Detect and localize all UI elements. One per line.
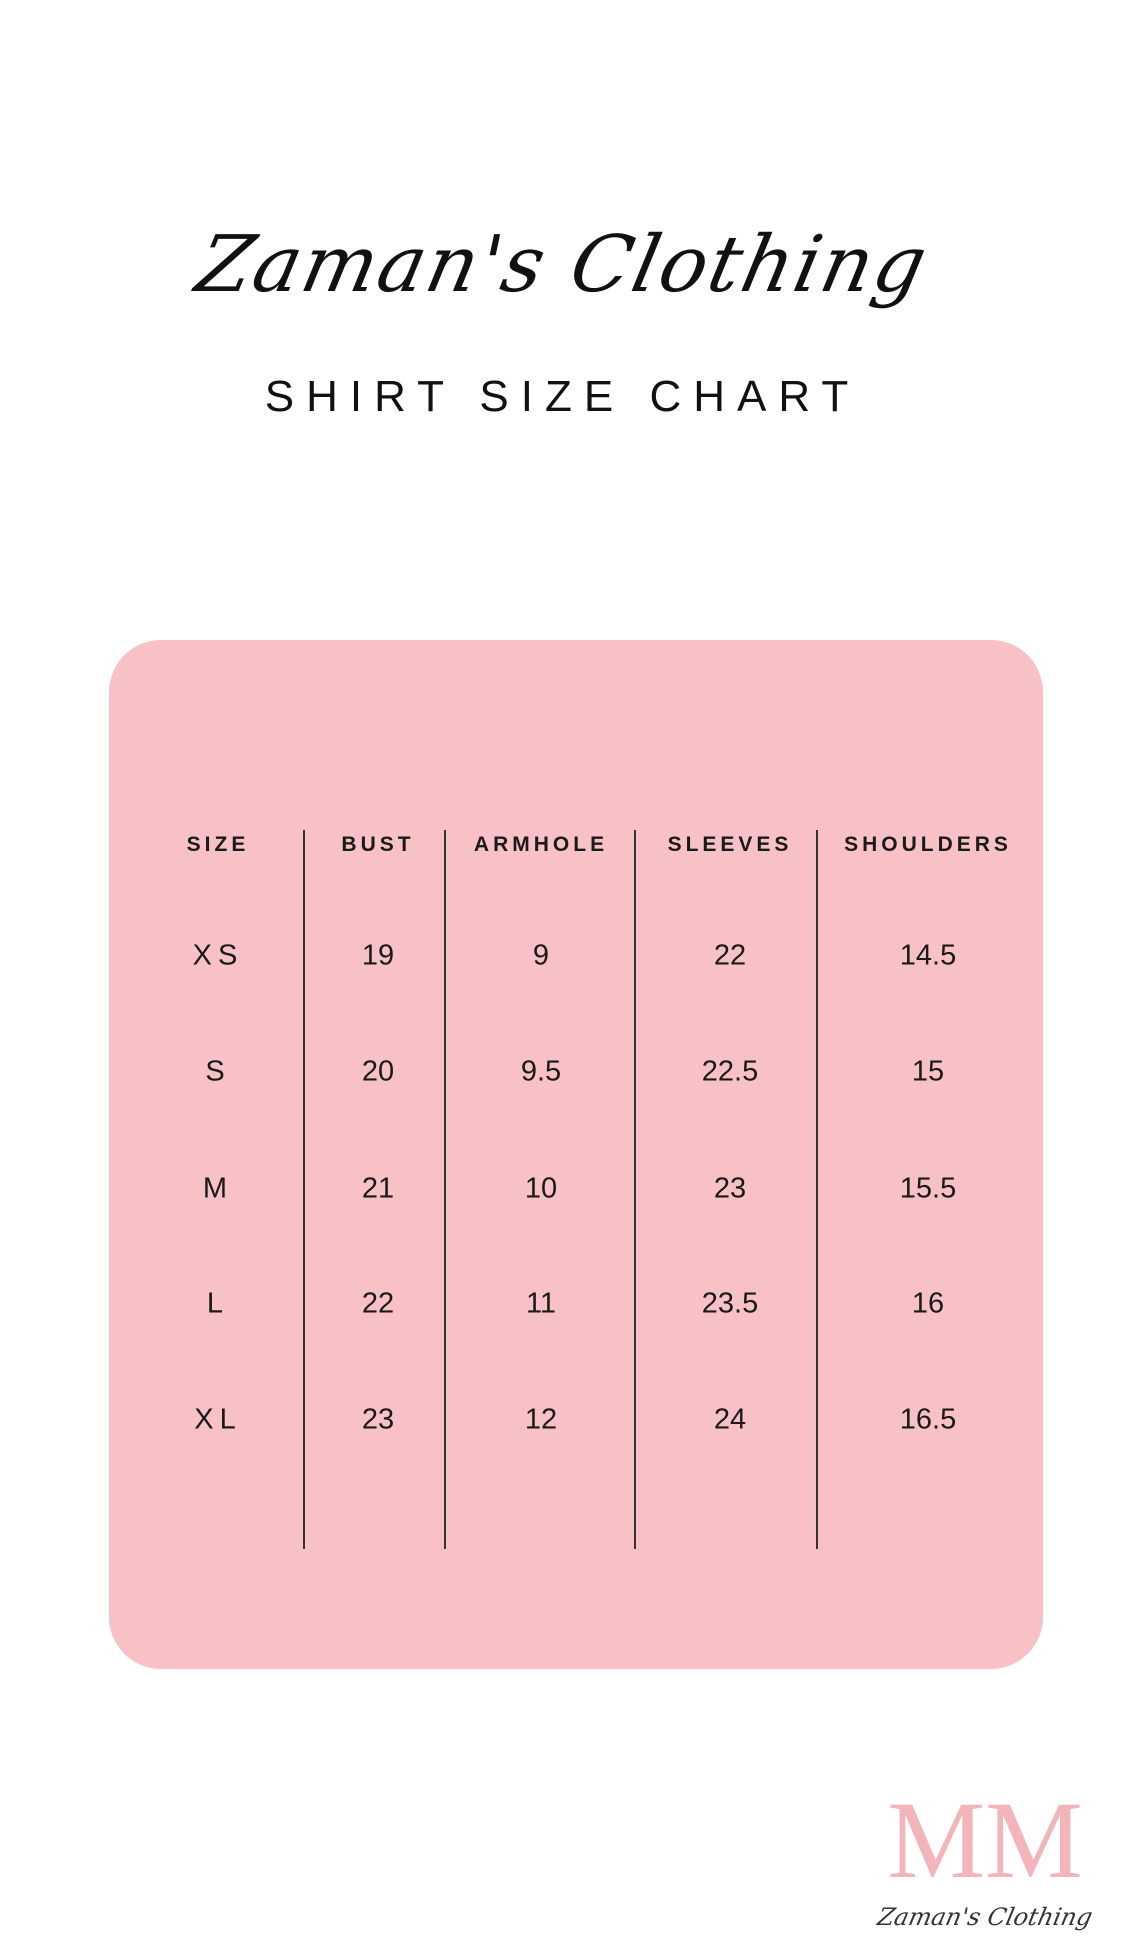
cell-sleeves: 22	[713, 939, 747, 972]
brand-logo: MM Zaman's Clothing	[870, 1779, 1100, 1945]
cell-bust: 22	[361, 1287, 395, 1320]
column-divider	[303, 830, 305, 1549]
brand-title: Zaman's Clothing	[188, 220, 937, 310]
cell-bust: 23	[361, 1403, 395, 1436]
cell-sleeves: 24	[713, 1403, 747, 1436]
cell-armhole: 10	[524, 1172, 558, 1205]
column-divider	[816, 830, 818, 1549]
header-sleeves: SLEEVES	[667, 833, 793, 856]
column-divider	[444, 830, 446, 1549]
column-divider	[634, 830, 636, 1549]
cell-shoulders: 14.5	[899, 939, 957, 972]
cell-shoulders: 16	[911, 1287, 945, 1320]
cell-size: S	[205, 1055, 231, 1088]
cell-bust: 19	[361, 939, 395, 972]
cell-size: XL	[194, 1403, 242, 1436]
page-subtitle: SHIRT SIZE CHART	[264, 372, 861, 421]
cell-sleeves: 22.5	[701, 1055, 759, 1088]
cell-shoulders: 16.5	[899, 1403, 957, 1436]
cell-shoulders: 15.5	[899, 1172, 957, 1205]
header-armhole: ARMHOLE	[473, 833, 609, 856]
logo-script: Zaman's Clothing	[874, 1903, 1096, 1931]
cell-size: XS	[192, 939, 244, 972]
cell-armhole: 9	[532, 939, 550, 972]
cell-size: M	[202, 1172, 234, 1205]
cell-armhole: 9.5	[520, 1055, 562, 1088]
cell-armhole: 12	[524, 1403, 558, 1436]
cell-bust: 20	[361, 1055, 395, 1088]
size-chart-card: SIZE BUST ARMHOLE SLEEVES SHOULDERS XS 19 9 22 14…	[109, 640, 1043, 1669]
cell-shoulders: 15	[911, 1055, 945, 1088]
header-shoulders: SHOULDERS	[844, 833, 1012, 856]
cell-armhole: 11	[525, 1287, 557, 1320]
cell-size: L	[206, 1287, 230, 1320]
cell-bust: 21	[361, 1172, 395, 1205]
logo-monogram: MM	[887, 1779, 1083, 1901]
header-bust: BUST	[341, 833, 415, 856]
cell-sleeves: 23	[713, 1172, 747, 1205]
cell-sleeves: 23.5	[701, 1287, 759, 1320]
header-size: SIZE	[186, 833, 250, 856]
